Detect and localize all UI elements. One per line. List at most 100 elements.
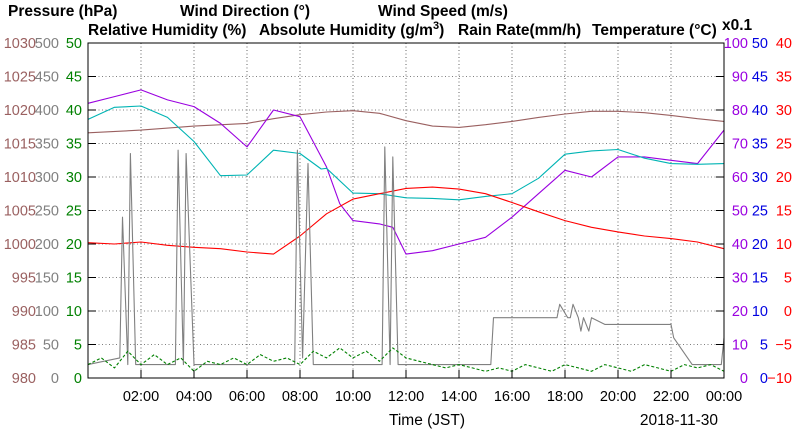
tick-pressure: 990 bbox=[12, 304, 36, 320]
tick-rain-rate: 30 bbox=[752, 170, 768, 186]
tick-relative-humidity: 70 bbox=[732, 137, 748, 153]
x-tick-label: 16:00 bbox=[494, 389, 530, 405]
legend-absolute-humidity-text: Absolute Humidity (g/m bbox=[259, 22, 433, 39]
tick-temperature: 15 bbox=[776, 204, 792, 220]
tick-wind-direction: 150 bbox=[35, 271, 59, 287]
legend-absolute-humidity-sup: 3 bbox=[433, 20, 439, 32]
series-wind-speed bbox=[87, 347, 725, 372]
tick-temperature: 10 bbox=[776, 237, 792, 253]
tick-wind-direction: 400 bbox=[35, 103, 59, 119]
tick-wind-speed: 10 bbox=[66, 304, 82, 320]
tick-temperature: 30 bbox=[776, 103, 792, 119]
tick-relative-humidity: 100 bbox=[724, 36, 748, 52]
tick-wind-direction: 50 bbox=[43, 338, 59, 354]
tick-wind-speed: 45 bbox=[66, 70, 82, 86]
tick-wind-speed: 20 bbox=[66, 237, 82, 253]
x-tick-label: 06:00 bbox=[229, 389, 265, 405]
tick-wind-direction: 500 bbox=[35, 36, 59, 52]
tick-temperature: 5 bbox=[784, 271, 792, 287]
legend-absolute-humidity: Absolute Humidity (g/m3) bbox=[259, 20, 444, 39]
series-relative-humidity bbox=[87, 89, 725, 255]
tick-pressure: 985 bbox=[12, 338, 36, 354]
legend-relative-humidity: Relative Humidity (%) bbox=[88, 22, 246, 39]
tick-rain-rate: 40 bbox=[752, 103, 768, 119]
legend-temperature: Temperature (°C) bbox=[592, 22, 717, 39]
tick-pressure: 1030 bbox=[4, 36, 36, 52]
tick-wind-direction: 200 bbox=[35, 237, 59, 253]
tick-wind-speed: 0 bbox=[74, 371, 82, 387]
tick-rain-rate: 15 bbox=[752, 271, 768, 287]
tick-wind-speed: 35 bbox=[66, 137, 82, 153]
series-layer bbox=[87, 89, 725, 379]
tick-pressure: 980 bbox=[12, 371, 36, 387]
tick-wind-speed: 5 bbox=[74, 338, 82, 354]
tick-rain-rate: 45 bbox=[752, 70, 768, 86]
tick-relative-humidity: 20 bbox=[732, 304, 748, 320]
legend-wind-direction: Wind Direction (°) bbox=[180, 3, 310, 20]
tick-wind-speed: 40 bbox=[66, 103, 82, 119]
tick-rain-rate: 35 bbox=[752, 137, 768, 153]
legend-wind-speed: Wind Speed (m/s) bbox=[378, 3, 508, 20]
tick-temperature: 35 bbox=[776, 70, 792, 86]
x-tick-label: 12:00 bbox=[388, 389, 424, 405]
tick-relative-humidity: 80 bbox=[732, 103, 748, 119]
tick-rain-rate: 0 bbox=[760, 371, 768, 387]
tick-wind-direction: 250 bbox=[35, 204, 59, 220]
tick-pressure: 1005 bbox=[4, 204, 36, 220]
tick-pressure: 995 bbox=[12, 271, 36, 287]
x-tick-label: 20:00 bbox=[600, 389, 636, 405]
tick-wind-direction: 100 bbox=[35, 304, 59, 320]
chart-date: 2018-11-30 bbox=[640, 412, 719, 429]
tick-pressure: 1025 bbox=[4, 70, 36, 86]
tick-wind-speed: 30 bbox=[66, 170, 82, 186]
tick-wind-speed: 15 bbox=[66, 271, 82, 287]
tick-relative-humidity: 90 bbox=[732, 70, 748, 86]
tick-relative-humidity: 60 bbox=[732, 170, 748, 186]
tick-wind-direction: 350 bbox=[35, 137, 59, 153]
tick-temperature: 25 bbox=[776, 137, 792, 153]
tick-wind-direction: 300 bbox=[35, 170, 59, 186]
tick-pressure: 1010 bbox=[4, 170, 36, 186]
x-tick-label: 00:00 bbox=[706, 389, 742, 405]
legend-rain-rate: Rain Rate(mm/h) bbox=[458, 22, 581, 39]
tick-relative-humidity: 40 bbox=[732, 237, 748, 253]
tick-temperature: 20 bbox=[776, 170, 792, 186]
tick-rain-rate: 10 bbox=[752, 304, 768, 320]
tick-wind-direction: 450 bbox=[35, 70, 59, 86]
tick-wind-speed: 50 bbox=[66, 36, 82, 52]
legend-absolute-humidity-close: ) bbox=[439, 22, 444, 39]
x-tick-label: 22:00 bbox=[653, 389, 689, 405]
tick-relative-humidity: 30 bbox=[732, 271, 748, 287]
x-tick-label: 10:00 bbox=[335, 389, 371, 405]
tick-pressure: 1015 bbox=[4, 137, 36, 153]
tick-temperature: 0 bbox=[784, 304, 792, 320]
tick-relative-humidity: 10 bbox=[732, 338, 748, 354]
x-tick-label: 14:00 bbox=[441, 389, 477, 405]
x-tick-label: 02:00 bbox=[123, 389, 159, 405]
axes: 1030102510201015101010051000995990985980… bbox=[4, 36, 792, 405]
tick-rain-rate: 25 bbox=[752, 204, 768, 220]
x-tick-label: 04:00 bbox=[176, 389, 212, 405]
tick-wind-speed: 25 bbox=[66, 204, 82, 220]
x-tick-label: 18:00 bbox=[547, 389, 583, 405]
x-tick-label: 08:00 bbox=[282, 389, 318, 405]
tick-pressure: 1020 bbox=[4, 103, 36, 119]
legend-pressure: Pressure (hPa) bbox=[8, 3, 117, 20]
grid bbox=[88, 43, 724, 378]
legend-rain-scale-note: x0.1 bbox=[722, 17, 753, 34]
tick-temperature: −5 bbox=[775, 338, 792, 354]
tick-rain-rate: 20 bbox=[752, 237, 768, 253]
tick-relative-humidity: 50 bbox=[732, 204, 748, 220]
series-wind-direction bbox=[87, 146, 725, 366]
tick-relative-humidity: 0 bbox=[740, 371, 748, 387]
series-temperature bbox=[87, 186, 725, 255]
tick-rain-rate: 5 bbox=[760, 338, 768, 354]
tick-temperature: −10 bbox=[767, 371, 792, 387]
series-pressure bbox=[87, 110, 725, 134]
tick-wind-direction: 0 bbox=[51, 371, 59, 387]
tick-temperature: 40 bbox=[776, 36, 792, 52]
tick-pressure: 1000 bbox=[4, 237, 36, 253]
tick-rain-rate: 50 bbox=[752, 36, 768, 52]
x-axis-label: Time (JST) bbox=[389, 412, 465, 429]
